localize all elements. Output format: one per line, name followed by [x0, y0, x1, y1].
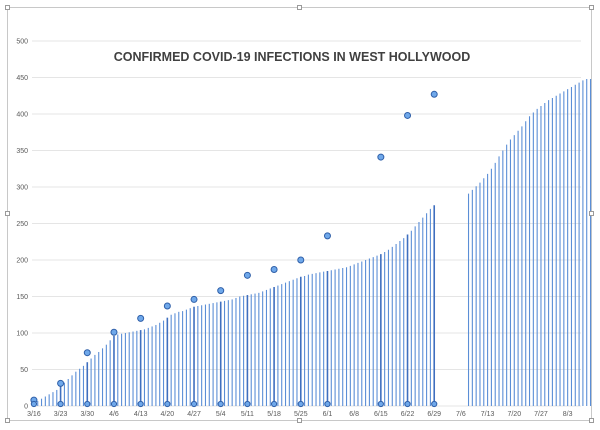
marker-base — [57, 400, 64, 408]
marker-base — [110, 400, 118, 408]
axis-labels: 0 50 100 150 200 250 300 350 400 450 500 3/16 3/23 3/… — [16, 39, 572, 419]
marker-base — [431, 400, 438, 408]
bars — [33, 78, 592, 406]
resize-handle-mr[interactable] — [589, 211, 594, 216]
x-tick-label: 5/25 — [294, 411, 308, 418]
marker-top — [243, 271, 251, 279]
resize-handle-ml[interactable] — [5, 211, 10, 216]
marker-base — [377, 400, 384, 408]
x-tick-label: 6/1 — [323, 411, 333, 418]
y-tick-label: 50 — [20, 367, 28, 374]
marker-top — [57, 379, 65, 387]
x-tick-label: 3/23 — [54, 411, 68, 418]
y-tick-label: 100 — [16, 331, 28, 338]
y-tick-label: 450 — [16, 75, 28, 82]
marker-top — [137, 314, 145, 322]
marker-base — [404, 400, 411, 408]
marker-base — [190, 400, 198, 408]
marker-top — [163, 302, 171, 310]
x-tick-label: 7/27 — [534, 411, 548, 418]
x-tick-label: 5/18 — [267, 411, 281, 418]
marker-top — [323, 232, 331, 240]
resize-handle-br[interactable] — [589, 418, 594, 423]
x-tick-label: 8/3 — [563, 411, 573, 418]
x-tick-label: 6/29 — [427, 411, 441, 418]
marker-base — [84, 400, 91, 408]
y-tick-label: 300 — [16, 185, 28, 192]
marker-top — [430, 90, 438, 98]
y-tick-label: 200 — [16, 258, 28, 265]
marker-base — [164, 400, 171, 408]
marker-top — [83, 349, 91, 357]
marker-base — [324, 400, 331, 408]
x-tick-label: 4/13 — [134, 411, 148, 418]
markers — [30, 90, 438, 408]
x-tick-label: 5/4 — [216, 411, 226, 418]
x-tick-label: 7/13 — [481, 411, 495, 418]
resize-handle-tr[interactable] — [589, 5, 594, 10]
y-tick-label: 400 — [16, 112, 28, 119]
x-tick-label: 4/20 — [161, 411, 175, 418]
chart-frame[interactable]: 0 50 100 150 200 250 300 350 400 450 500 3/16 3/23 3/… — [7, 7, 592, 421]
y-tick-label: 250 — [16, 221, 28, 228]
marker-top — [297, 256, 305, 264]
marker-base — [217, 400, 224, 408]
y-tick-label: 350 — [16, 148, 28, 155]
x-tick-label: 7/20 — [507, 411, 521, 418]
x-tick-label: 6/15 — [374, 411, 388, 418]
x-tick-label: 7/6 — [456, 411, 466, 418]
resize-handle-tm[interactable] — [297, 5, 302, 10]
marker-base — [244, 400, 251, 408]
marker-top — [217, 287, 225, 295]
resize-handle-bl[interactable] — [5, 418, 10, 423]
marker-base — [30, 400, 38, 408]
marker-top — [270, 265, 278, 273]
marker-base — [137, 400, 144, 408]
resize-handle-tl[interactable] — [5, 5, 10, 10]
y-tick-label: 150 — [16, 294, 28, 301]
y-tick-label: 0 — [24, 404, 28, 411]
x-tick-label: 4/6 — [109, 411, 119, 418]
marker-top — [377, 153, 385, 161]
x-tick-label: 6/8 — [349, 411, 359, 418]
x-tick-label: 3/30 — [80, 411, 94, 418]
marker-base — [297, 400, 304, 408]
chart-svg: 0 50 100 150 200 250 300 350 400 450 500 3/16 3/23 3/… — [16, 39, 592, 419]
resize-handle-bm[interactable] — [297, 418, 302, 423]
chart-title: CONFIRMED COVID-19 INFECTIONS IN WEST HO… — [114, 50, 471, 64]
marker-top — [190, 295, 198, 303]
marker-top — [110, 328, 118, 336]
x-tick-label: 4/27 — [187, 411, 201, 418]
marker-top — [404, 111, 412, 119]
x-tick-label: 3/16 — [27, 411, 41, 418]
x-tick-label: 6/22 — [401, 411, 415, 418]
marker-base — [270, 400, 278, 408]
x-tick-label: 5/11 — [241, 411, 254, 418]
y-tick-label: 500 — [16, 39, 28, 46]
gridlines — [32, 40, 581, 407]
